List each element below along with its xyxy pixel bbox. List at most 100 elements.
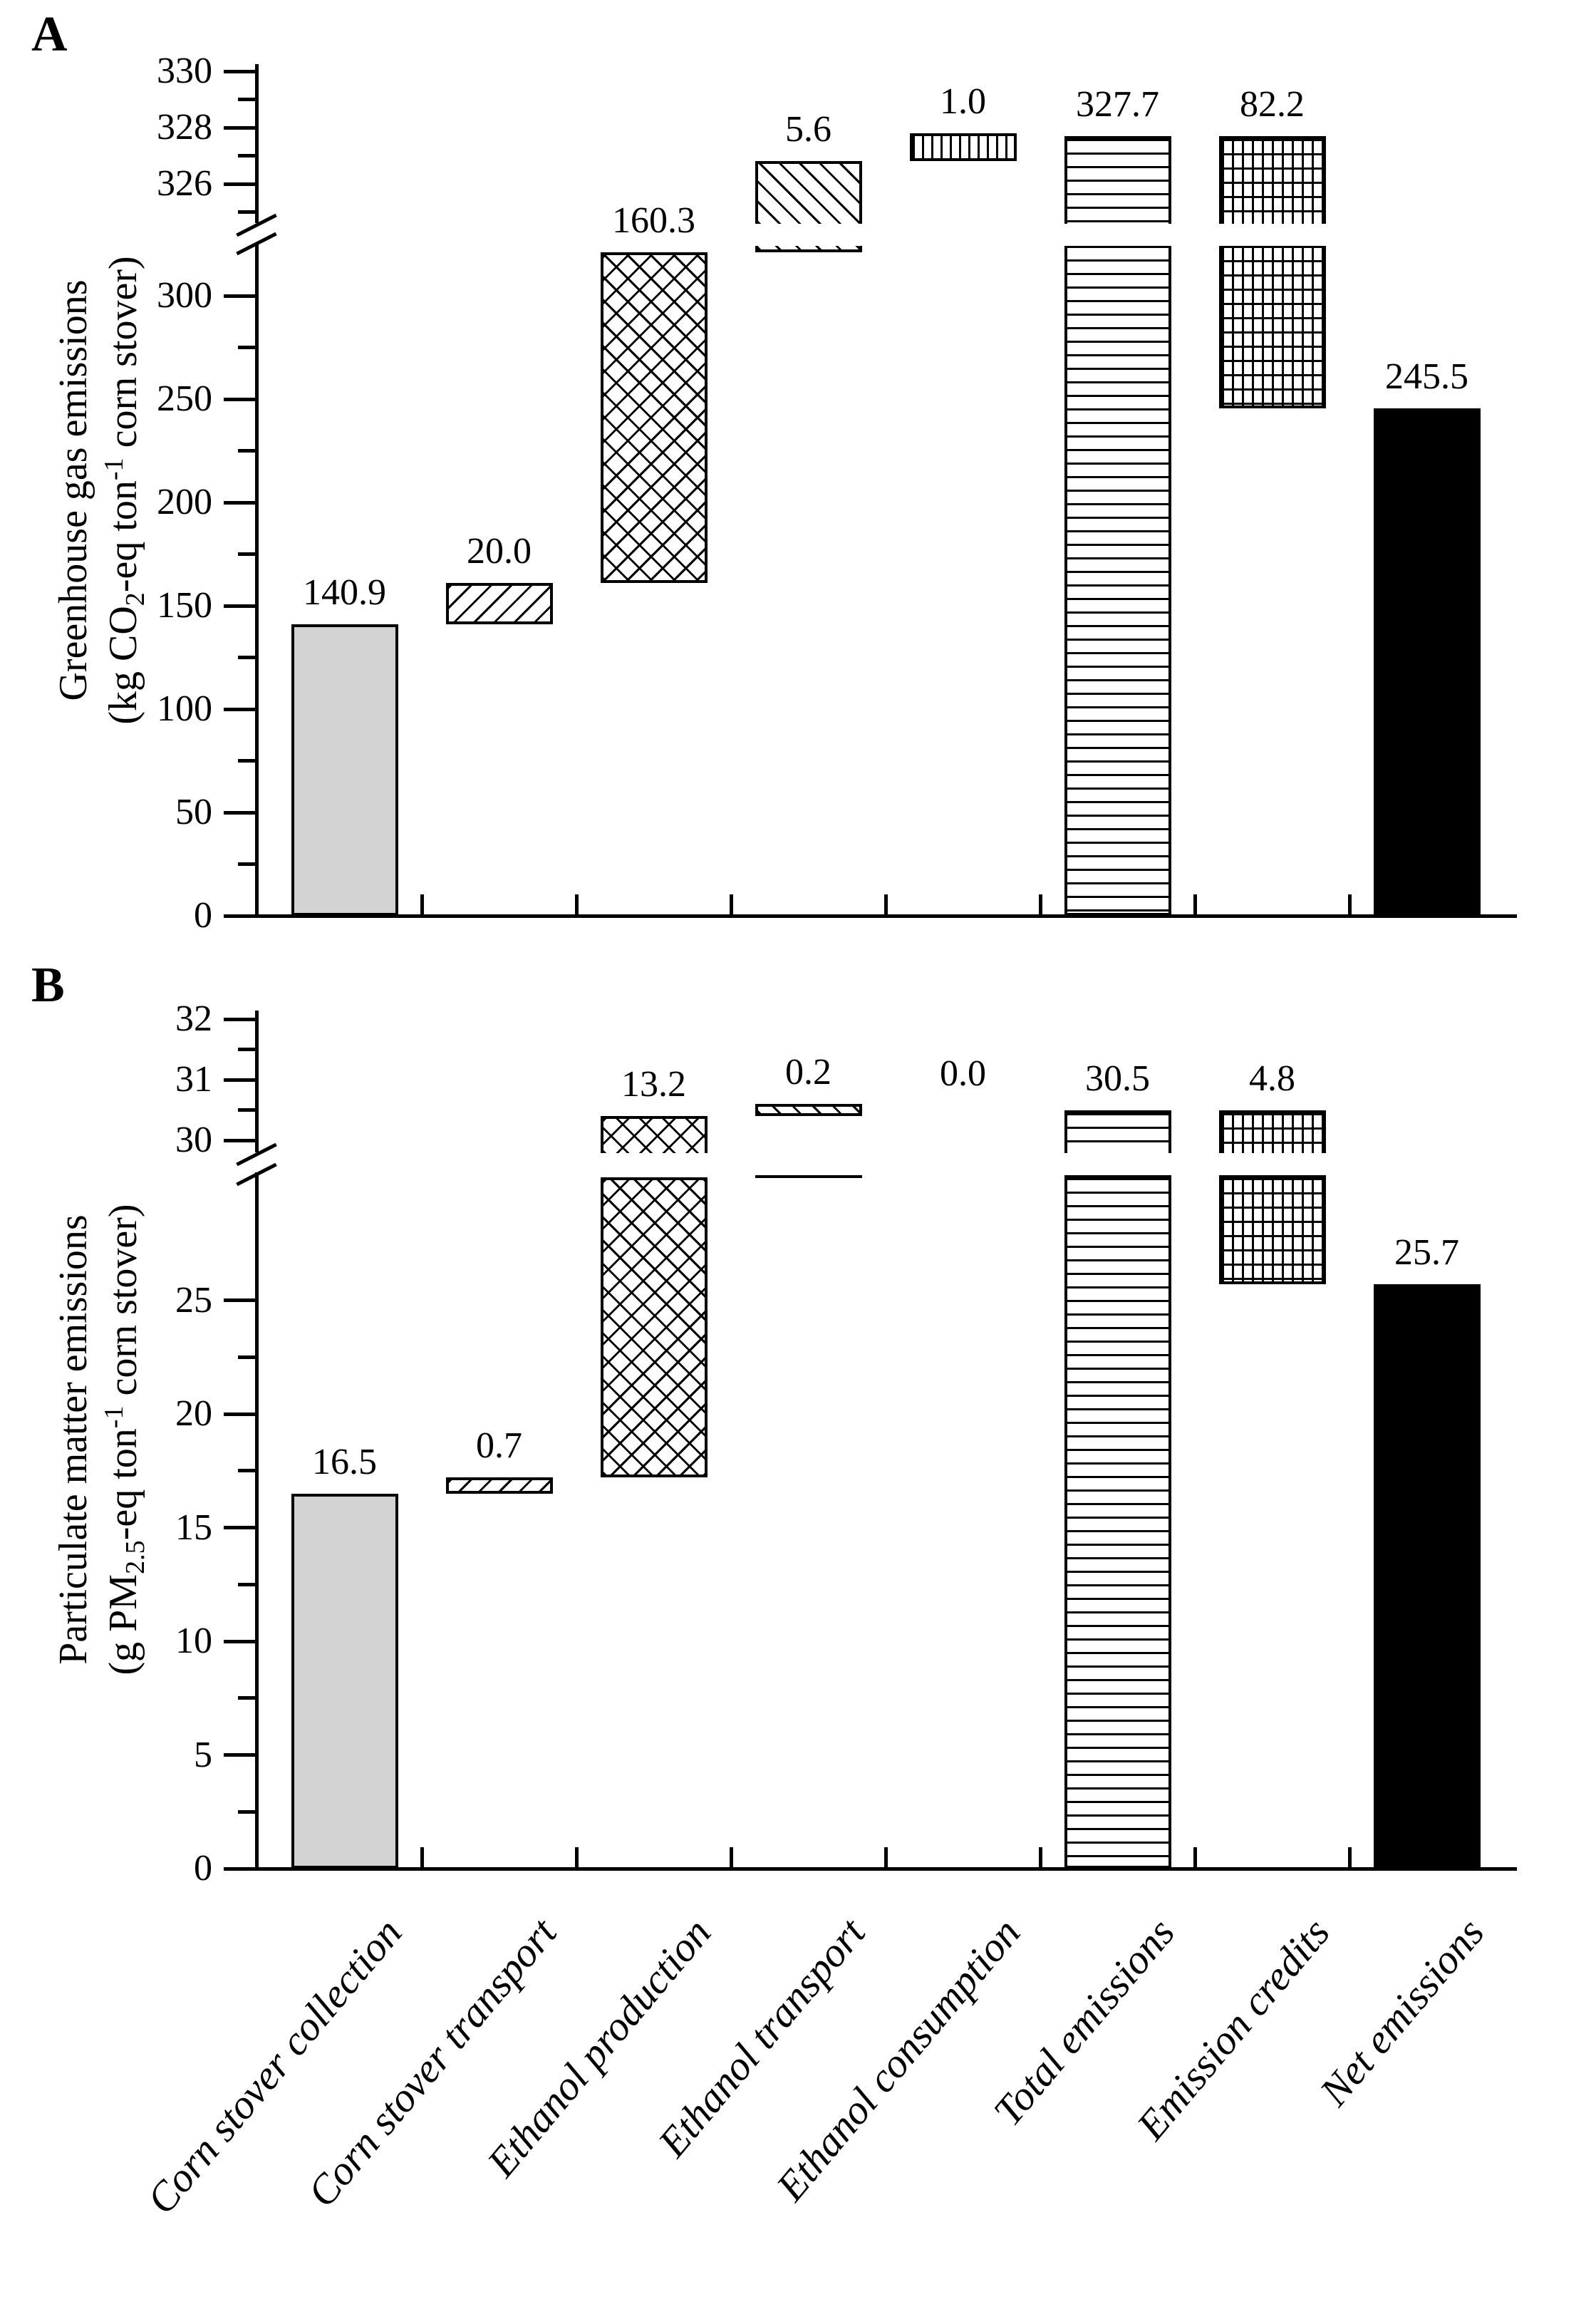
- x-axis-tick: [1347, 894, 1352, 914]
- y-tick-label: 250: [157, 378, 212, 419]
- bar-segment-lower: [445, 1477, 553, 1494]
- y-axis-upper-segment: [254, 1011, 259, 1152]
- y-minor-tick: [238, 759, 256, 763]
- y-major-tick: [224, 1017, 256, 1021]
- bar-segment-lower: [1373, 408, 1481, 916]
- y-minor-tick: [238, 1809, 256, 1814]
- y-minor-tick: [238, 1048, 256, 1051]
- y-tick-label: 15: [175, 1507, 212, 1548]
- bar-segment-lower: [600, 1177, 708, 1478]
- y-tick-label: 326: [157, 163, 212, 204]
- x-axis-tick: [1193, 894, 1197, 914]
- bar-value-label: 245.5: [1385, 356, 1468, 398]
- y-tick-label: 5: [194, 1734, 212, 1775]
- y-major-tick: [224, 604, 256, 608]
- bar-value-label: 13.2: [621, 1064, 686, 1105]
- bar-segment-lower: [755, 1175, 862, 1178]
- y-axis-upper-segment: [254, 64, 259, 223]
- y-tick-label: 0: [194, 895, 212, 936]
- y-axis-title-line1: Particulate matter emissions: [51, 1214, 95, 1665]
- y-major-tick: [224, 397, 256, 401]
- y-tick-label: 50: [175, 792, 212, 832]
- y-minor-tick: [238, 1696, 256, 1700]
- y-major-tick: [224, 914, 256, 918]
- y-minor-tick: [238, 154, 256, 157]
- y-major-tick: [224, 1412, 256, 1416]
- y-minor-tick: [238, 1355, 256, 1359]
- bar-segment-lower: [600, 252, 708, 584]
- y-axis-title: Particulate matter emissions (g PM2.5-eq …: [48, 1204, 150, 1675]
- y-major-tick: [224, 294, 256, 298]
- y-minor-tick: [238, 552, 256, 556]
- bar-segment-upper: [755, 161, 862, 224]
- bar-segment-lower: [755, 246, 862, 252]
- y-minor-tick: [238, 449, 256, 453]
- bar-segment-upper: [909, 133, 1017, 162]
- y-axis-title-line2: (kg CO2-eq ton-1 corn stover): [98, 256, 150, 725]
- y-major-tick: [224, 1866, 256, 1871]
- y-tick-label: 150: [157, 585, 212, 626]
- bar-value-label: 5.6: [785, 109, 831, 150]
- x-axis-tick: [1038, 894, 1042, 914]
- bar-segment-lower: [1373, 1284, 1481, 1869]
- bar-segment-lower: [291, 1493, 398, 1869]
- y-axis-title: Greenhouse gas emissions (kg CO2-eq ton-1…: [48, 256, 150, 725]
- bar-value-label: 327.7: [1076, 83, 1159, 125]
- y-major-tick: [224, 1078, 256, 1082]
- y-axis-lower-segment: [254, 1172, 259, 1870]
- y-minor-tick: [238, 346, 256, 349]
- panel-a-letter: A: [31, 7, 68, 62]
- y-major-tick: [224, 1298, 256, 1302]
- y-tick-label: 30: [175, 1120, 212, 1160]
- y-tick-label: 300: [157, 275, 212, 316]
- bar-value-label: 82.2: [1240, 83, 1305, 125]
- y-major-tick: [224, 707, 256, 711]
- y-tick-label: 31: [175, 1059, 212, 1100]
- y-minor-tick: [238, 1108, 256, 1112]
- y-major-tick: [224, 810, 256, 815]
- x-axis-tick: [420, 894, 424, 914]
- bar-value-label: 16.5: [312, 1441, 377, 1482]
- bar-segment-upper: [1064, 1110, 1171, 1153]
- y-major-tick: [224, 125, 256, 130]
- category-label: Corn stover collection: [138, 1909, 411, 2223]
- bar-segment-lower: [1218, 1175, 1326, 1285]
- x-axis-tick: [1038, 1847, 1042, 1867]
- bar-value-label: 0.7: [476, 1425, 522, 1467]
- x-axis-tick: [420, 1847, 424, 1867]
- y-tick-label: 100: [157, 688, 212, 729]
- bar-value-label: 25.7: [1394, 1232, 1459, 1274]
- y-tick-label: 328: [157, 107, 212, 148]
- y-major-tick: [224, 182, 256, 186]
- y-tick-label: 32: [175, 998, 212, 1039]
- bar-segment-lower: [291, 624, 398, 916]
- bar-segment-lower: [1064, 1175, 1171, 1869]
- bar-segment-upper: [1218, 1110, 1326, 1153]
- y-axis-title-line2: (g PM2.5-eq ton-1 corn stover): [98, 1204, 150, 1675]
- panel-b-letter: B: [31, 958, 65, 1013]
- y-major-tick: [224, 69, 256, 73]
- x-axis-tick: [729, 1847, 733, 1867]
- x-axis-tick: [883, 1847, 888, 1867]
- y-tick-label: 20: [175, 1393, 212, 1434]
- y-major-tick: [224, 500, 256, 505]
- x-axis-tick: [574, 1847, 579, 1867]
- x-axis-tick: [883, 894, 888, 914]
- y-major-tick: [224, 1639, 256, 1643]
- y-axis-lower-segment: [254, 243, 259, 917]
- y-major-tick: [224, 1138, 256, 1142]
- bar-segment-upper: [755, 1104, 862, 1116]
- y-tick-label: 0: [194, 1848, 212, 1889]
- y-minor-tick: [238, 98, 256, 101]
- bar-segment-lower: [445, 583, 553, 625]
- bar-value-label: 1.0: [940, 81, 986, 122]
- bar-value-label: 20.0: [467, 531, 532, 572]
- y-minor-tick: [238, 1582, 256, 1586]
- x-axis-line: [254, 914, 1517, 918]
- bar-segment-lower: [1064, 246, 1171, 916]
- category-label: Net emissions: [1310, 1909, 1493, 2114]
- y-minor-tick: [238, 862, 256, 866]
- bar-value-label: 140.9: [303, 572, 386, 614]
- bar-value-label: 30.5: [1085, 1058, 1150, 1099]
